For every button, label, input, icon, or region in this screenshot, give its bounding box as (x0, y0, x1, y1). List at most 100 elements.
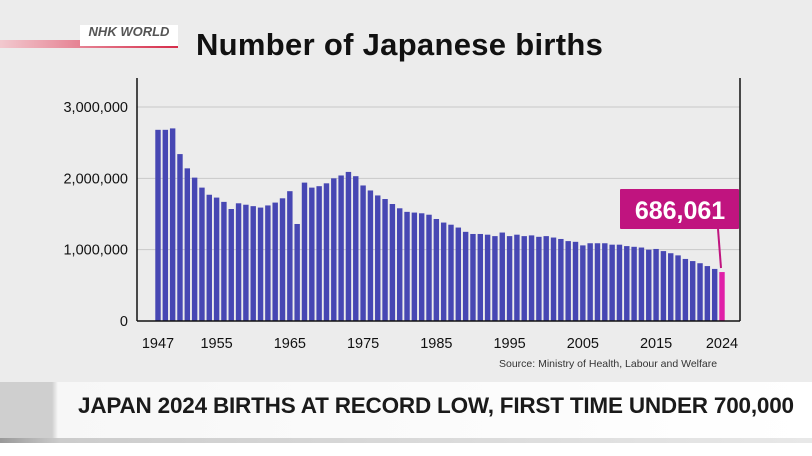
bar-1984 (426, 214, 432, 321)
bar-1951 (184, 168, 191, 321)
bar-2015 (653, 248, 659, 321)
bar-1997 (521, 236, 527, 321)
bar-1959 (243, 204, 249, 321)
y-tick-label: 3,000,000 (63, 100, 128, 116)
bottom-divider (0, 438, 812, 443)
bar-1983 (418, 213, 425, 321)
lower-third-banner (0, 382, 812, 438)
bar-2021 (697, 263, 703, 321)
bar-1996 (514, 234, 520, 321)
bar-1980 (397, 208, 403, 321)
y-tick-label: 1,000,000 (63, 243, 128, 259)
x-tick-label: 2024 (706, 336, 738, 352)
broadcaster-logo: NHK WORLD (80, 25, 178, 46)
broadcaster-name: NHK WORLD (88, 24, 170, 39)
x-tick-label: 1965 (274, 336, 306, 352)
bar-1947 (155, 129, 161, 321)
bar-2012 (631, 246, 637, 321)
bar-2002 (558, 238, 564, 321)
bar-1988 (455, 227, 462, 321)
bar-1965 (287, 191, 293, 321)
bar-1964 (279, 198, 286, 321)
bar-1962 (265, 205, 271, 321)
bar-1995 (506, 236, 513, 321)
bar-2010 (616, 244, 623, 321)
bar-2009 (609, 244, 615, 321)
chart-title: Number of Japanese births (196, 27, 604, 62)
bar-1979 (389, 204, 396, 321)
bar-1963 (272, 202, 278, 321)
bar-1976 (367, 190, 374, 321)
bar-2000 (543, 236, 549, 321)
y-tick-labels: 0 1,000,000 2,000,000 3,000,000 (63, 100, 128, 330)
x-tick-label: 1975 (347, 336, 379, 352)
bottom-strip (0, 443, 812, 456)
bar-1978 (382, 199, 388, 321)
bar-1991 (477, 233, 483, 321)
bar-2019 (682, 258, 689, 321)
bar-2011 (624, 246, 630, 321)
bar-1994 (499, 232, 505, 321)
bar-1987 (448, 224, 454, 321)
broadcaster-region: JAPAN (135, 39, 165, 46)
bar-1999 (536, 236, 542, 321)
bar-2018 (675, 255, 681, 321)
x-tick-label: 1955 (200, 336, 232, 352)
callout-box (620, 189, 739, 229)
x-tick-labels: 1947 1955 1965 1975 1985 1995 2005 2015 2024 (142, 336, 738, 352)
bar-1954 (206, 194, 212, 321)
bar-1985 (433, 218, 440, 321)
bar-2017 (668, 253, 674, 321)
bar-1952 (191, 177, 198, 321)
bar-1956 (221, 201, 227, 321)
bar-1970 (323, 183, 330, 321)
bar-1972 (338, 175, 344, 321)
bar-1960 (250, 206, 256, 321)
bar-1973 (345, 171, 352, 321)
bar-1975 (360, 185, 366, 321)
callout-connector (717, 228, 722, 269)
bar-1968 (309, 187, 315, 321)
bar-1974 (353, 176, 359, 321)
bar-1958 (235, 203, 242, 321)
bar-1969 (316, 186, 322, 321)
bar-2008 (602, 243, 608, 321)
bar-1982 (411, 212, 418, 321)
bar-1981 (404, 211, 410, 321)
bar-2020 (689, 261, 696, 321)
bar-2013 (638, 247, 645, 321)
bar-1992 (484, 234, 491, 321)
bar-2022 (704, 266, 711, 321)
y-tick-label: 2,000,000 (63, 171, 128, 187)
bar-2006 (587, 243, 593, 321)
axes (136, 78, 741, 322)
bar-2003 (565, 241, 571, 321)
bar-1966 (294, 223, 300, 321)
bar-1971 (331, 178, 337, 321)
bar-1989 (462, 231, 469, 321)
x-tick-label: 1985 (420, 336, 452, 352)
bar-2005 (580, 245, 586, 321)
bar-1957 (228, 209, 234, 321)
bars (155, 128, 725, 321)
x-tick-label: 2015 (640, 336, 672, 352)
bar-1961 (257, 207, 264, 321)
births-bar-chart: 0 1,000,000 2,000,000 3,000,000 1947 1955 196… (63, 78, 741, 352)
bar-1953 (199, 187, 205, 321)
bar-1977 (375, 195, 381, 321)
y-tick-label: 0 (120, 314, 128, 330)
highlight-callout: 686,061 (620, 189, 739, 269)
bar-1955 (213, 197, 220, 321)
bar-2014 (646, 249, 652, 321)
x-tick-label: 1995 (493, 336, 525, 352)
news-headline: JAPAN 2024 BIRTHS AT RECORD LOW, FIRST T… (78, 393, 794, 418)
x-tick-label: 2005 (567, 336, 599, 352)
bar-1967 (301, 182, 308, 321)
bar-1986 (440, 222, 447, 321)
bar-2001 (550, 237, 557, 321)
chart-source: Source: Ministry of Health, Labour and W… (499, 358, 718, 370)
callout-label: 686,061 (635, 197, 725, 225)
bar-1948 (162, 129, 169, 321)
bar-2023 (711, 268, 718, 321)
bar-highlight-2024 (719, 272, 725, 321)
